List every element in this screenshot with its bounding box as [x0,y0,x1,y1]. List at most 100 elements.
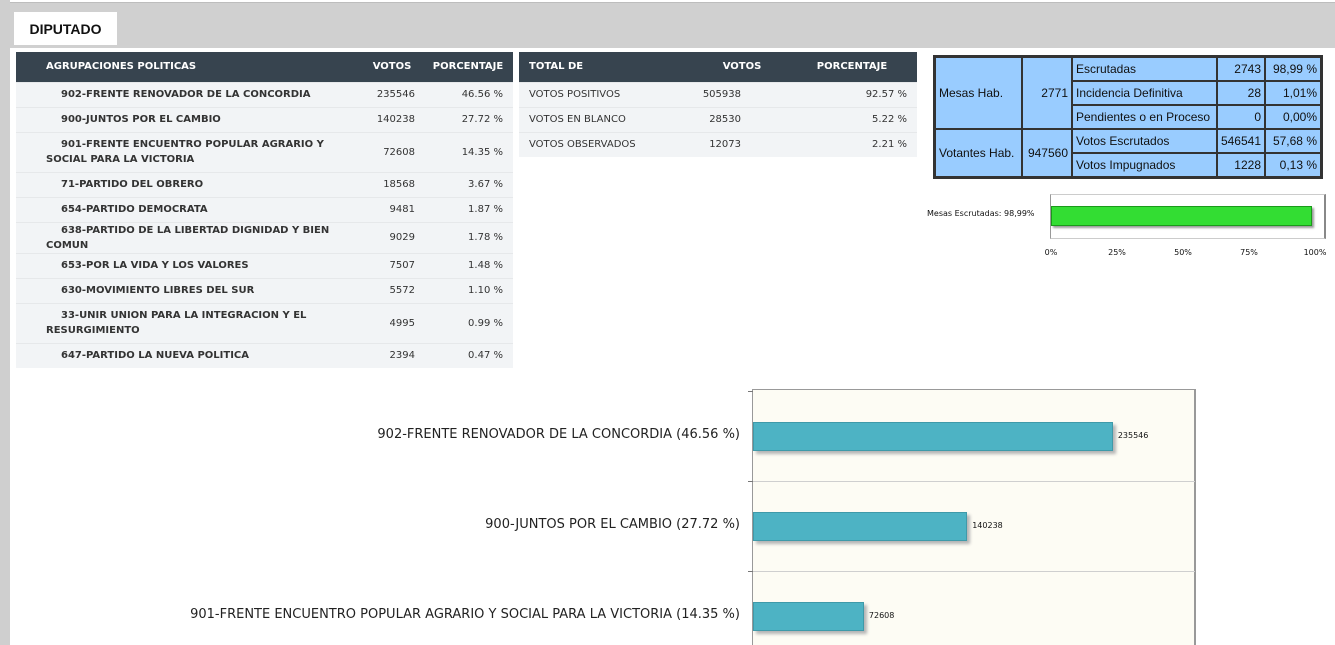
column-header-total: TOTAL DE [519,52,697,82]
bar-value-label: 235546 [1117,431,1149,440]
column-header-percent: PORCENTAJE [423,52,513,82]
mesas-row-label: Votos Impugnados [1072,153,1217,177]
party-name: 71-PARTIDO DEL OBRERO [61,179,204,190]
party-percent: 1.48 % [423,252,513,278]
party-name: 33-UNIR UNION PARA LA INTEGRACION Y EL R… [46,310,307,336]
party-votes: 235546 [361,81,423,107]
party-name: 900-JUNTOS POR EL CAMBIO [61,114,221,125]
table-row: VOTOS POSITIVOS 505938 92.57 % [519,81,917,107]
party-name: 654-PARTIDO DEMOCRATA [61,204,208,215]
axis-tick-label: 75% [1240,248,1258,257]
table-row: VOTOS OBSERVADOS 12073 2.21 % [519,131,917,157]
mesas-row-percent: 0,00% [1265,105,1321,129]
table-row: 901-FRENTE ENCUENTRO POPULAR AGRARIO Y S… [16,131,513,172]
table-row: Votantes Hab. 947560 Votos Escrutados 54… [935,129,1321,177]
mesas-row-count: 546541 [1216,129,1265,153]
party-votes: 72608 [361,131,423,172]
tab-diputado[interactable]: DIPUTADO [14,12,117,45]
mesas-summary-table: Mesas Hab. 2771 Escrutadas 2743 98,99 % … [933,55,1323,179]
mesas-row-percent: 57,68 % [1265,129,1321,153]
table-row: 71-PARTIDO DEL OBRERO 18568 3.67 % [16,171,513,197]
axis-tick-label: 0% [1044,248,1058,257]
bar-category-label: 900-JUNTOS POR EL CAMBIO (27.72 %) [485,517,740,532]
total-name: VOTOS OBSERVADOS [519,131,697,157]
party-percent: 0.47 % [423,342,513,368]
bar-value-label: 72608 [868,611,895,620]
chart-bar [753,422,1113,451]
chart-bar [753,602,864,631]
party-votes: 5572 [361,277,423,303]
axis-tick-label: 50% [1174,248,1192,257]
votantes-hab-label: Votantes Hab. [935,129,1022,177]
party-name: 630-MOVIMIENTO LIBRES DEL SUR [61,285,255,296]
table-row: 630-MOVIMIENTO LIBRES DEL SUR 5572 1.10 … [16,277,513,303]
table-row: 638-PARTIDO DE LA LIBERTAD DIGNIDAD Y BI… [16,221,513,253]
table-row: Votos Impugnados 1228 0,13 % [935,153,1321,177]
axis-tick-label: 25% [1108,248,1126,257]
table-row: VOTOS EN BLANCO 28530 5.22 % [519,106,917,132]
total-name: VOTOS EN BLANCO [519,106,697,132]
mesas-row-percent: 1,01% [1265,81,1321,105]
mesas-progress-frame [1050,194,1326,239]
party-votes: 9481 [361,196,423,222]
party-percent: 0.99 % [423,302,513,343]
mesas-escrutadas-label: Mesas Escrutadas: 98,99% [927,209,1035,218]
mesas-row-label: Incidencia Definitiva [1072,81,1217,105]
party-name: 901-FRENTE ENCUENTRO POPULAR AGRARIO Y S… [46,139,324,165]
party-votes: 9029 [361,221,423,253]
column-header-parties: AGRUPACIONES POLITICAS [16,52,361,82]
party-name: 902-FRENTE RENOVADOR DE LA CONCORDIA [61,89,311,100]
mesas-row-percent: 98,99 % [1265,57,1321,81]
party-percent: 1.10 % [423,277,513,303]
mesas-row-count: 28 [1216,81,1265,105]
column-header-votes: VOTOS [697,52,787,82]
total-percent: 5.22 % [787,106,917,132]
totals-table: TOTAL DE VOTOS PORCENTAJE VOTOS POSITIVO… [519,52,917,157]
party-votes: 18568 [361,171,423,197]
left-frame-stripe [0,0,10,645]
total-votes: 12073 [697,131,787,157]
mesas-row-label: Escrutadas [1072,57,1217,81]
total-percent: 92.57 % [787,81,917,107]
column-header-percent: PORCENTAJE [787,52,917,82]
chart-gridline [752,571,1195,572]
mesas-hab-label: Mesas Hab. [935,57,1022,129]
chart-gridline [752,481,1195,482]
total-votes: 505938 [697,81,787,107]
table-row: 902-FRENTE RENOVADOR DE LA CONCORDIA 235… [16,81,513,107]
party-percent: 1.87 % [423,196,513,222]
party-votes: 7507 [361,252,423,278]
totals-table-header: TOTAL DE VOTOS PORCENTAJE [519,52,917,82]
table-row: Incidencia Definitiva 28 1,01% [935,81,1321,105]
table-row: 900-JUNTOS POR EL CAMBIO 140238 27.72 % [16,106,513,132]
mesas-row-percent: 0,13 % [1265,153,1321,177]
mesas-row-label: Votos Escrutados [1072,129,1217,153]
total-votes: 28530 [697,106,787,132]
axis-tick [748,571,753,572]
mesas-row-label: Pendientes o en Proceso [1072,105,1217,129]
bar-category-label: 902-FRENTE RENOVADOR DE LA CONCORDIA (46… [377,427,740,442]
party-percent: 27.72 % [423,106,513,132]
table-row: 653-POR LA VIDA Y LOS VALORES 7507 1.48 … [16,252,513,278]
mesas-progress-bar [1051,206,1313,226]
column-header-votes: VOTOS [361,52,423,82]
total-percent: 2.21 % [787,131,917,157]
votantes-hab-value: 947560 [1022,129,1072,177]
mesas-hab-value: 2771 [1022,57,1072,129]
mesas-row-count: 2743 [1216,57,1265,81]
parties-table: AGRUPACIONES POLITICAS VOTOS PORCENTAJE … [16,52,513,368]
total-name: VOTOS POSITIVOS [519,81,697,107]
table-row: 647-PARTIDO LA NUEVA POLITICA 2394 0.47 … [16,342,513,368]
party-percent: 3.67 % [423,171,513,197]
header-bar [10,2,1335,48]
bar-category-label: 901-FRENTE ENCUENTRO POPULAR AGRARIO Y S… [190,607,740,622]
party-percent: 14.35 % [423,131,513,172]
axis-tick [748,481,753,482]
party-votes: 4995 [361,302,423,343]
bar-value-label: 140238 [972,521,1003,530]
axis-tick-label: 100% [1303,248,1327,257]
party-name: 653-POR LA VIDA Y LOS VALORES [61,260,249,271]
table-row: Pendientes o en Proceso 0 0,00% [935,105,1321,129]
party-votes: 140238 [361,106,423,132]
party-name: 647-PARTIDO LA NUEVA POLITICA [61,350,249,362]
